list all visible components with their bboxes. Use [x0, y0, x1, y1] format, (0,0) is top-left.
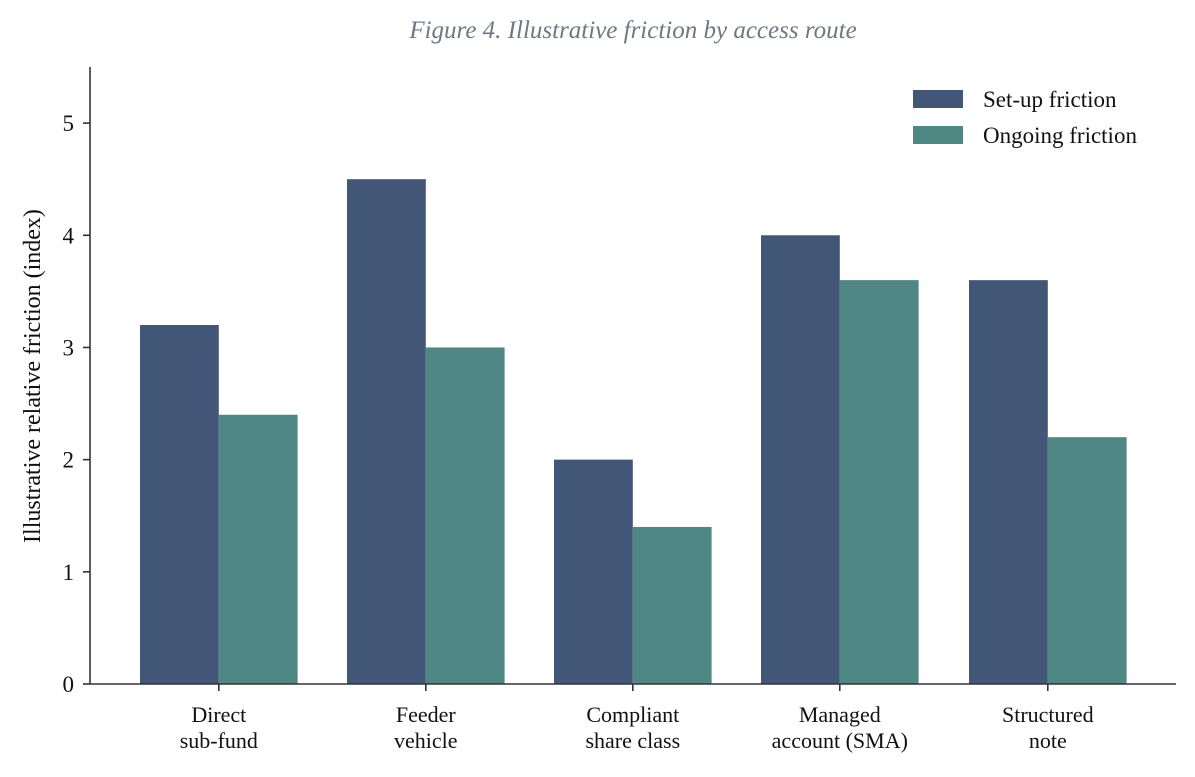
y-tick-label-3: 3	[63, 335, 75, 360]
bar-0-0	[140, 325, 219, 684]
bar-0-4	[969, 280, 1048, 684]
y-tick-label-4: 4	[63, 223, 75, 248]
x-tick-label-line-3-0: Managed	[799, 702, 881, 727]
legend-swatch-1	[913, 126, 963, 144]
y-tick-label-0: 0	[63, 672, 75, 697]
x-tick-label-line-2-0: Compliant	[586, 702, 679, 727]
y-tick-label-5: 5	[63, 111, 75, 136]
x-tick-label-line-0-0: Direct	[191, 702, 246, 727]
x-tick-label-line-2-1: share class	[585, 728, 680, 753]
bar-1-4	[1047, 437, 1127, 684]
x-tick-label-1: Feeder vehicle	[394, 702, 458, 753]
bars-group	[140, 179, 1127, 685]
bar-1-3	[839, 280, 919, 684]
legend-swatch-0	[913, 90, 963, 108]
bar-1-2	[632, 526, 712, 684]
chart-title: Figure 4. Illustrative friction by acces…	[408, 17, 856, 44]
x-tick-label-line-1-0: Feeder	[396, 702, 457, 727]
bar-0-3	[761, 235, 840, 685]
y-axis-label: Illustrative relative friction (index)	[20, 209, 46, 543]
legend-label-0: Set-up friction	[983, 87, 1117, 112]
y-axis: 0 1 2 3 4 5	[63, 67, 91, 697]
x-axis: Direct sub-fund Feeder vehicle Compliant shar…	[90, 683, 1176, 753]
y-tick-label-2: 2	[63, 448, 75, 473]
x-tick-label-line-4-1: note	[1029, 728, 1067, 753]
x-tick-label-0: Direct sub-fund	[180, 702, 258, 753]
bar-1-1	[425, 347, 505, 684]
y-tick-label-1: 1	[63, 560, 75, 585]
legend-label-1: Ongoing friction	[983, 123, 1137, 148]
x-tick-label-2: Compliant share class	[585, 702, 680, 753]
bar-0-1	[347, 179, 426, 684]
x-tick-label-4: Structured note	[1002, 702, 1094, 753]
bar-0-2	[554, 459, 633, 684]
bar-1-0	[218, 414, 298, 684]
x-tick-label-line-3-1: account (SMA)	[772, 728, 908, 753]
x-tick-label-3: Managed account (SMA)	[772, 702, 908, 753]
x-tick-label-line-1-1: vehicle	[394, 728, 458, 753]
legend: Set-up friction Ongoing friction	[913, 87, 1137, 148]
x-tick-label-line-4-0: Structured	[1002, 702, 1094, 727]
x-tick-label-line-0-1: sub-fund	[180, 728, 258, 753]
